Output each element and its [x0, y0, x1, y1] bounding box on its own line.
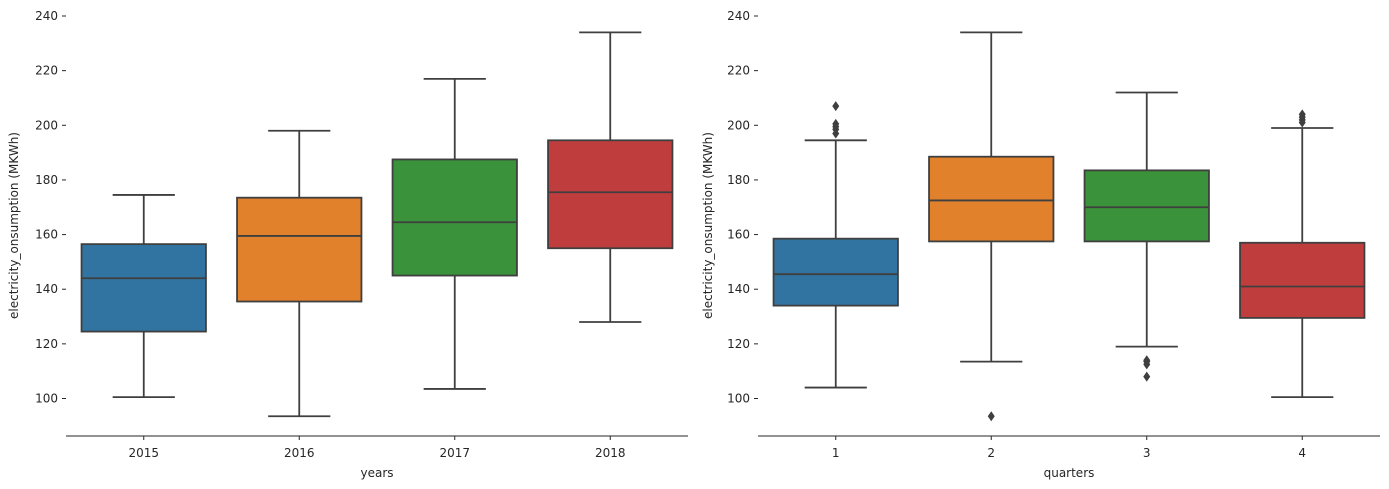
x-tick-label: 1	[832, 446, 840, 460]
outlier-point	[832, 101, 840, 112]
x-tick-label: 3	[1143, 446, 1151, 460]
x-tick-label: 2016	[284, 446, 315, 460]
box-4	[1239, 109, 1366, 399]
x-axis-label: years	[360, 466, 393, 480]
box-3	[1083, 91, 1210, 382]
outlier-point	[1143, 355, 1151, 366]
chart-panel-quarters: 100 120 140 160 180 200 220 240 1 2 3 4 quarters elec…	[701, 9, 1380, 480]
outlier-point	[1143, 371, 1151, 382]
chart-panel-years: 100 120 140 160 180 200 220 240 2015 2016 2017 2018…	[7, 9, 688, 480]
box-2018	[547, 31, 674, 323]
iqr-box	[1083, 169, 1210, 243]
y-tick-label: 240	[727, 9, 750, 23]
y-tick-label: 200	[727, 118, 750, 132]
iqr-box	[236, 196, 363, 303]
iqr-box	[928, 155, 1055, 243]
outlier-point	[987, 411, 995, 422]
iqr-box	[391, 158, 518, 277]
x-tick-label: 2015	[128, 446, 159, 460]
y-axis-label: electricity_onsumption (MKWh)	[701, 132, 715, 319]
x-tick-label: 2	[987, 446, 995, 460]
y-tick-label: 160	[727, 228, 750, 242]
y-tick-label: 100	[727, 392, 750, 406]
y-tick-label: 100	[35, 392, 58, 406]
y-tick-label: 220	[727, 64, 750, 78]
y-tick-label: 140	[35, 282, 58, 296]
y-tick-label: 200	[35, 118, 58, 132]
iqr-box	[80, 243, 207, 333]
y-tick-label: 220	[35, 64, 58, 78]
x-axis-label: quarters	[1044, 466, 1095, 480]
iqr-box	[1239, 241, 1366, 319]
y-tick-label: 120	[35, 337, 58, 351]
box-1	[772, 101, 899, 389]
iqr-box	[547, 139, 674, 250]
x-tick-label: 4	[1298, 446, 1306, 460]
outlier-point	[832, 118, 840, 129]
y-axis-label: electricity_onsumption (MKWh)	[7, 132, 21, 319]
y-tick-label: 180	[727, 173, 750, 187]
y-tick-label: 120	[727, 337, 750, 351]
x-tick-label: 2017	[439, 446, 470, 460]
box-2016	[236, 129, 363, 418]
x-tick-label: 2018	[595, 446, 626, 460]
iqr-box	[772, 237, 899, 307]
box-2017	[391, 77, 518, 390]
y-tick-label: 160	[35, 228, 58, 242]
outlier-point	[1298, 109, 1306, 120]
y-tick-label: 140	[727, 282, 750, 296]
box-2015	[80, 194, 207, 399]
y-tick-label: 180	[35, 173, 58, 187]
box-2	[928, 31, 1055, 422]
y-tick-label: 240	[35, 9, 58, 23]
